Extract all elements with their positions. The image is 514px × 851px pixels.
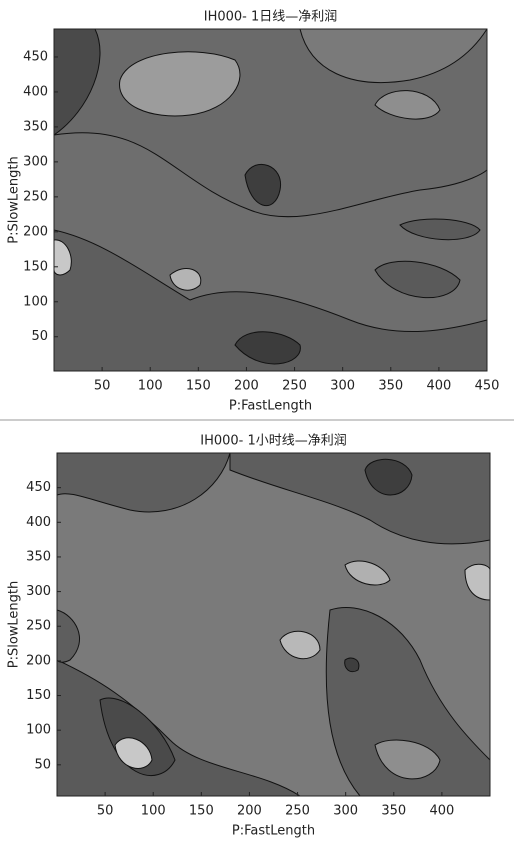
x-axis-label: P:FastLength <box>232 824 315 839</box>
y-tick-label: 150 <box>26 688 51 703</box>
y-tick-label: 250 <box>23 189 48 204</box>
y-tick-label: 450 <box>23 49 48 64</box>
y-tick-label: 200 <box>26 653 51 668</box>
x-tick-label: 200 <box>237 804 262 819</box>
chart-title: IH000- 1日线—净利润 <box>204 10 338 25</box>
plot-frame <box>56 452 491 797</box>
x-tick-label: 250 <box>282 379 307 394</box>
x-tick-label: 300 <box>333 804 358 819</box>
y-tick-label: 300 <box>23 154 48 169</box>
x-tick-label: 150 <box>189 804 214 819</box>
y-tick-label: 400 <box>23 84 48 99</box>
y-tick-label: 200 <box>23 224 48 239</box>
y-tick-label: 150 <box>23 259 48 274</box>
x-tick-label: 350 <box>378 379 403 394</box>
y-tick-label: 350 <box>23 119 48 134</box>
y-tick-label: 100 <box>26 723 51 738</box>
y-tick-label: 350 <box>26 549 51 564</box>
y-tick-label: 50 <box>34 757 51 772</box>
contour-fill <box>57 453 490 796</box>
x-tick-label: 250 <box>285 804 310 819</box>
y-axis-label: P:SlowLength <box>7 581 22 669</box>
x-axis-label: P:FastLength <box>229 399 312 414</box>
x-tick-label: 100 <box>138 379 163 394</box>
x-tick-label: 350 <box>381 804 406 819</box>
x-tick-label: 50 <box>94 379 111 394</box>
x-tick-label: 300 <box>330 379 355 394</box>
y-axis-label: P:SlowLength <box>7 156 22 244</box>
x-tick-label: 400 <box>426 379 451 394</box>
x-tick-label: 400 <box>429 804 454 819</box>
x-tick-label: 150 <box>186 379 211 394</box>
y-tick-label: 50 <box>31 329 48 344</box>
plot-frame <box>53 28 488 372</box>
chart-title: IH000- 1小时线—净利润 <box>200 434 347 449</box>
contour-fill <box>54 29 487 371</box>
x-tick-label: 100 <box>141 804 166 819</box>
y-tick-label: 450 <box>26 480 51 495</box>
y-tick-label: 250 <box>26 619 51 634</box>
x-tick-label: 200 <box>234 379 259 394</box>
y-tick-label: 100 <box>23 294 48 309</box>
y-tick-label: 400 <box>26 515 51 530</box>
x-tick-label: 450 <box>475 379 500 394</box>
y-tick-label: 300 <box>26 584 51 599</box>
x-tick-label: 50 <box>97 804 114 819</box>
